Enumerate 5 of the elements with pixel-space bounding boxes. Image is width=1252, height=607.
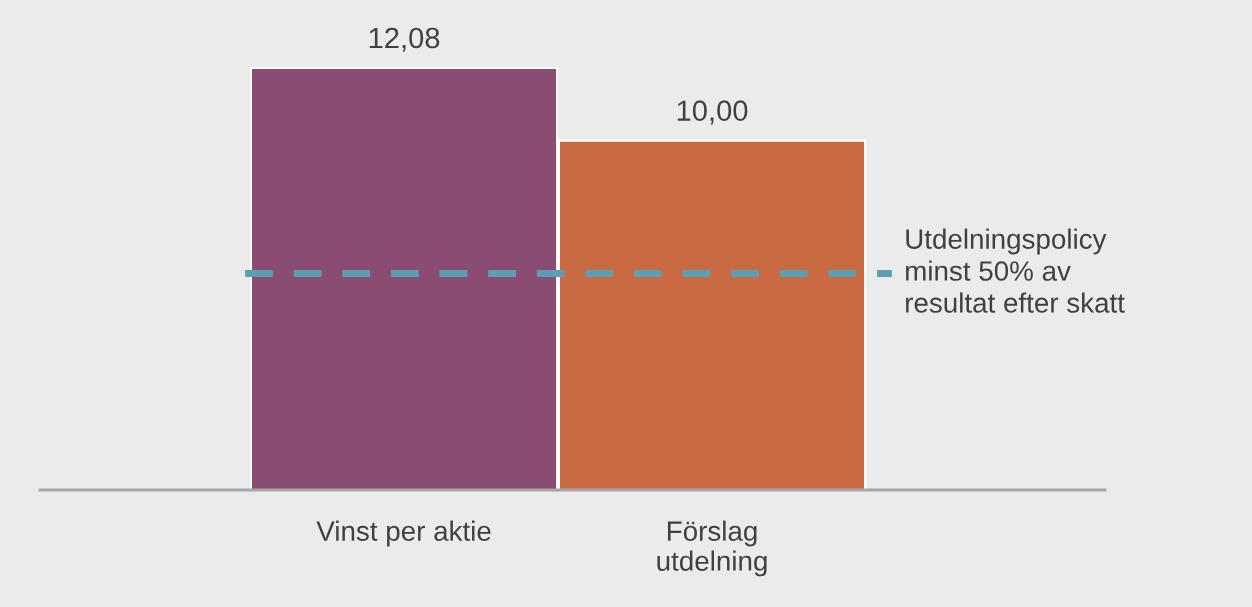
x-tick-label: Förslag utdelning xyxy=(657,520,767,577)
x-tick-label: Vinst per aktie xyxy=(316,520,491,547)
data-label: 12,08 xyxy=(369,27,440,52)
data-label: 10,00 xyxy=(677,100,748,125)
ref-line-label: Utdelningspolicy minst 50% av resultat efter skatt xyxy=(906,228,1125,313)
